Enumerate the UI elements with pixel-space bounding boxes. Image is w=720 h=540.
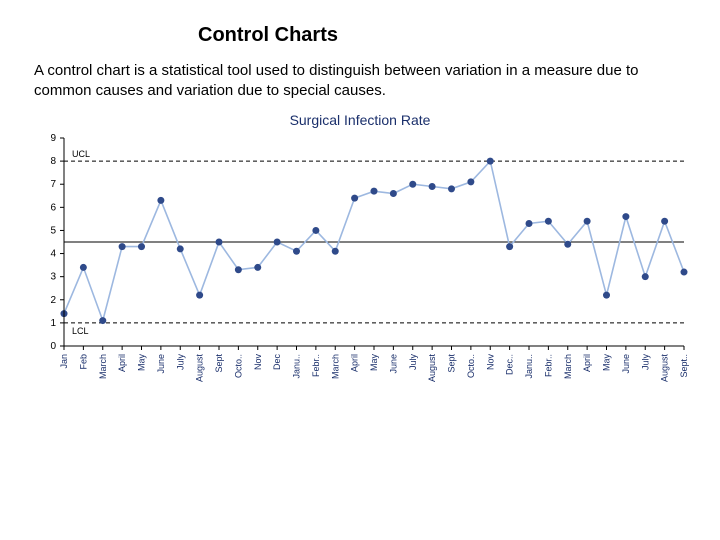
svg-text:August: August <box>195 353 205 382</box>
svg-text:7: 7 <box>50 179 56 190</box>
svg-text:July: July <box>640 353 650 370</box>
svg-text:Febr..: Febr.. <box>543 354 553 377</box>
svg-text:Nov: Nov <box>253 353 263 370</box>
svg-text:April: April <box>350 354 360 372</box>
svg-text:Octo..: Octo.. <box>466 354 476 378</box>
svg-text:UCL: UCL <box>72 149 90 159</box>
svg-text:July: July <box>408 353 418 370</box>
svg-text:Janu..: Janu.. <box>292 354 302 379</box>
svg-text:June: June <box>621 354 631 374</box>
svg-text:4: 4 <box>50 248 56 259</box>
svg-text:9: 9 <box>50 133 56 144</box>
svg-text:August: August <box>660 353 670 382</box>
svg-text:Dec: Dec <box>272 353 282 370</box>
page-title: Control Charts <box>198 24 692 47</box>
svg-text:Octo..: Octo.. <box>233 354 243 378</box>
svg-text:Sept..: Sept.. <box>679 354 689 378</box>
chart-svg: 0 1 2 3 4 5 6 7 8 9 UCL LCL Jan Feb March April May June J… <box>28 132 692 432</box>
svg-text:Feb: Feb <box>78 354 88 370</box>
svg-text:March: March <box>563 354 573 379</box>
svg-text:June: June <box>388 354 398 374</box>
svg-text:2: 2 <box>50 294 56 305</box>
svg-text:8: 8 <box>50 156 56 167</box>
svg-text:Jan: Jan <box>59 354 69 369</box>
svg-text:0: 0 <box>50 341 56 352</box>
svg-text:Febr..: Febr.. <box>311 354 321 377</box>
svg-text:May: May <box>602 353 612 371</box>
svg-text:August: August <box>427 353 437 382</box>
svg-text:March: March <box>98 354 108 379</box>
svg-text:April: April <box>582 354 592 372</box>
svg-text:April: April <box>117 354 127 372</box>
svg-text:Sept: Sept <box>214 353 224 372</box>
svg-text:Janu..: Janu.. <box>524 354 534 379</box>
svg-text:Nov: Nov <box>485 353 495 370</box>
svg-text:March: March <box>330 354 340 379</box>
chart-title: Surgical Infection Rate <box>28 112 692 128</box>
svg-text:3: 3 <box>50 271 56 282</box>
svg-text:Sept: Sept <box>447 353 457 372</box>
svg-text:July: July <box>175 353 185 370</box>
svg-text:June: June <box>156 354 166 374</box>
control-chart: Surgical Infection Rate 0 1 2 3 4 5 6 7 8 9 UCL LCL… <box>28 112 692 432</box>
svg-text:1: 1 <box>50 317 56 328</box>
svg-text:5: 5 <box>50 225 56 236</box>
svg-text:Dec..: Dec.. <box>505 354 515 375</box>
svg-text:LCL: LCL <box>72 325 89 335</box>
svg-text:May: May <box>137 353 147 371</box>
svg-text:6: 6 <box>50 202 56 213</box>
page-description: A control chart is a statistical tool us… <box>34 61 686 102</box>
svg-text:May: May <box>369 353 379 371</box>
